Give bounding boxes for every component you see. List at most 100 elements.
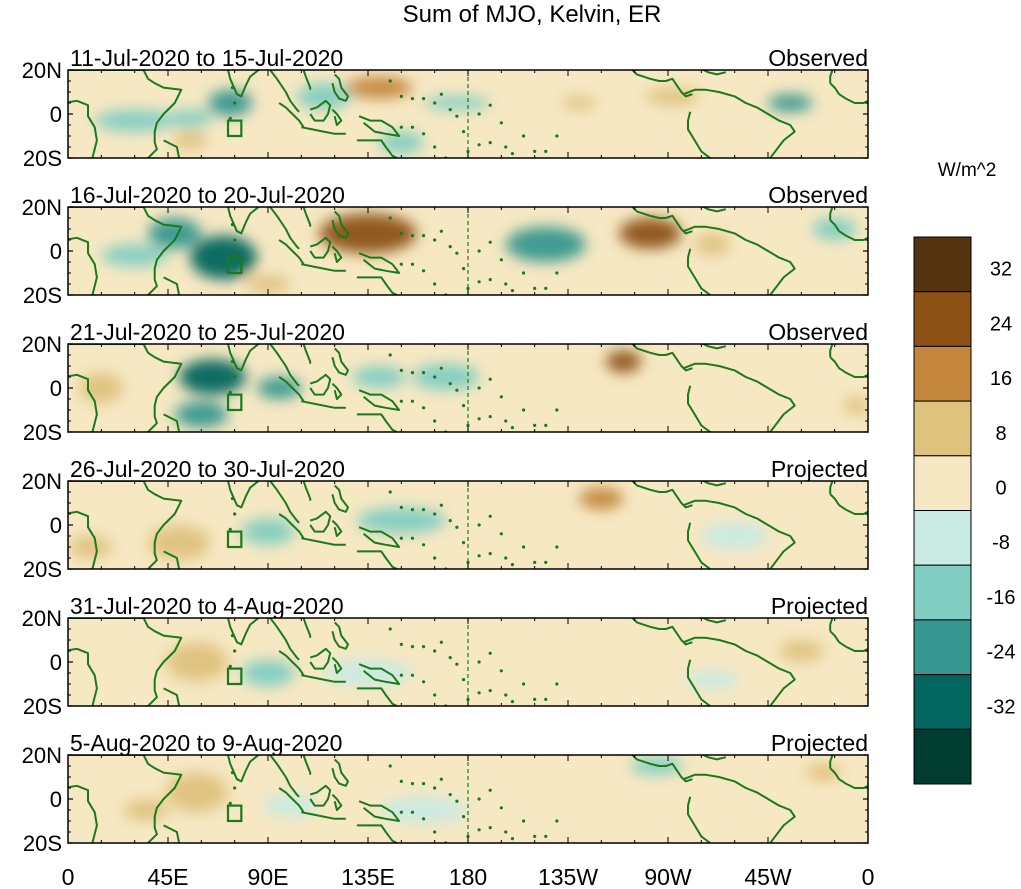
panel-status: Observed — [768, 182, 868, 208]
island-dot — [477, 417, 481, 421]
island-dot — [399, 399, 403, 403]
region-box — [226, 119, 243, 138]
panel-date-range: 11-Jul-2020 to 15-Jul-2020 — [70, 45, 343, 71]
coastline — [681, 207, 727, 213]
island-dot — [439, 92, 443, 96]
island-dot — [421, 508, 426, 512]
x-tick-label: 0 — [62, 864, 75, 889]
island-dot — [399, 262, 403, 266]
island-dot — [477, 249, 481, 253]
island-dot — [499, 121, 503, 125]
island-dot — [433, 238, 437, 242]
colorbar-label: 16 — [990, 368, 1012, 390]
island-dot — [477, 554, 481, 558]
island-dot — [510, 700, 515, 704]
island-dot — [477, 797, 481, 801]
coastlines — [68, 618, 868, 706]
anomaly-region — [172, 131, 209, 150]
colorbar-label: 24 — [990, 313, 1012, 335]
colorbar-swatch — [913, 564, 972, 621]
coastline — [302, 207, 312, 227]
island-dot — [233, 375, 237, 379]
panel-date-range: 31-Jul-2020 to 4-Aug-2020 — [70, 593, 344, 619]
island-dot — [233, 649, 237, 653]
panel-plot-area — [68, 70, 868, 158]
coastline — [687, 796, 711, 843]
island-dot — [230, 634, 235, 638]
anomaly-region — [379, 131, 424, 154]
island-dot — [488, 651, 492, 655]
island-dot — [533, 423, 537, 427]
anomaly-region — [423, 96, 491, 110]
island-dot — [399, 94, 403, 98]
island-dot — [461, 404, 466, 408]
colorbar-swatch — [913, 455, 972, 511]
anomaly-region — [241, 659, 295, 687]
island-dot — [455, 388, 459, 392]
anomaly-region — [779, 640, 824, 662]
island-dot — [421, 269, 426, 273]
chart-title: Sum of MJO, Kelvin, ER — [403, 1, 662, 28]
island-dot — [533, 286, 537, 290]
island-dot — [433, 512, 437, 516]
coastline — [309, 784, 332, 807]
island-dot — [499, 806, 503, 810]
island-dot — [228, 664, 232, 669]
island-dot — [448, 108, 452, 112]
island-dot — [433, 145, 437, 149]
island-dot — [448, 793, 452, 797]
coastline — [358, 800, 401, 822]
island-dot — [233, 512, 237, 516]
anomaly-region — [345, 76, 413, 99]
island-dot — [488, 278, 492, 282]
island-dot — [228, 253, 232, 257]
coastline — [829, 207, 834, 221]
island-dot — [399, 368, 403, 372]
y-tick-label: 20N — [22, 743, 62, 768]
colorbar-label: -16 — [987, 587, 1016, 609]
coastline — [681, 70, 727, 76]
coastline — [302, 618, 312, 638]
coastline — [631, 344, 693, 372]
anomaly-field — [101, 213, 857, 293]
panel-date-range: 21-Jul-2020 to 25-Jul-2020 — [70, 319, 345, 345]
island-dot — [230, 86, 235, 90]
panel-plot-area — [68, 618, 868, 706]
coastline — [68, 99, 98, 158]
coastline — [278, 376, 305, 402]
anomaly-region — [805, 763, 842, 782]
anomaly-region — [79, 372, 124, 404]
island-dot — [421, 132, 426, 136]
coastline — [331, 73, 349, 102]
coastline — [358, 115, 401, 137]
coastline — [309, 236, 332, 259]
coastline — [683, 499, 796, 569]
coastline — [687, 248, 711, 295]
island-dot — [433, 101, 437, 105]
coastline — [301, 400, 346, 409]
island-dot — [477, 828, 481, 832]
anomaly-region — [165, 772, 228, 813]
island-dot — [455, 662, 459, 666]
island-dot — [421, 817, 426, 821]
anomaly-region — [296, 83, 351, 110]
island-dot — [433, 649, 437, 653]
anomaly-region — [319, 213, 417, 254]
coastline — [301, 126, 346, 135]
x-tick-label: 45E — [148, 864, 189, 889]
coastline — [631, 755, 693, 783]
island-dot — [388, 627, 392, 631]
island-dot — [228, 527, 232, 532]
coastline — [163, 550, 181, 569]
island-dot — [439, 229, 443, 233]
y-tick-label: 20N — [22, 606, 62, 631]
island-dot — [448, 245, 452, 249]
coastline — [163, 413, 181, 432]
island-dot — [555, 134, 559, 138]
y-tick-label: 0 — [50, 376, 62, 401]
island-dot — [230, 497, 235, 501]
island-dot — [521, 545, 526, 549]
coastline — [163, 139, 181, 158]
coastlines — [68, 481, 868, 569]
island-dot — [388, 216, 392, 220]
